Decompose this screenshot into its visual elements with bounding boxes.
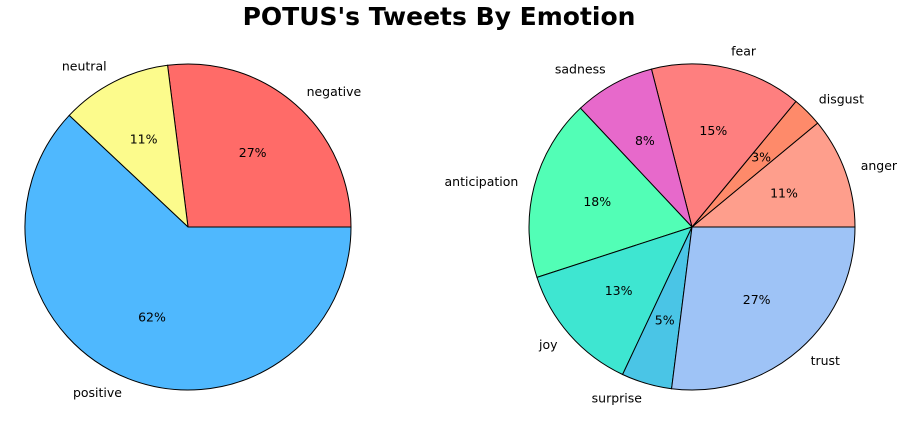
percent-label-neutral: 11% xyxy=(130,131,158,146)
percent-label-sadness: 8% xyxy=(635,133,655,148)
pie-slice-negative xyxy=(167,63,352,228)
slice-label-positive: positive xyxy=(73,385,122,400)
percent-label-positive: 62% xyxy=(138,309,166,324)
sentiment-pie: negative 27% neutral 11% positive 62% xyxy=(24,59,362,400)
pie-slice-neutral xyxy=(68,64,189,229)
pie-slice-positive xyxy=(24,114,352,391)
slice-label-fear: fear xyxy=(731,44,757,59)
slice-label-negative: negative xyxy=(307,84,362,99)
percent-label-trust: 27% xyxy=(743,292,771,307)
pie-slice-fear xyxy=(650,63,797,229)
pie-slice-anticipation xyxy=(528,107,693,279)
emotion-pie: anger 11% disgust 3% fear 15% sadness 8% anticip… xyxy=(444,44,897,406)
percent-label-negative: 27% xyxy=(239,145,267,160)
chart-title: POTUS's Tweets By Emotion xyxy=(242,2,636,31)
percent-label-surprise: 5% xyxy=(655,312,675,327)
slice-label-sadness: sadness xyxy=(555,61,606,76)
slice-label-anticipation: anticipation xyxy=(444,174,518,189)
percent-label-fear: 15% xyxy=(699,123,727,138)
slice-label-disgust: disgust xyxy=(819,92,864,107)
slice-label-anger: anger xyxy=(861,158,898,173)
slice-label-trust: trust xyxy=(811,353,840,368)
pie-slice-joy xyxy=(536,226,693,376)
percent-label-anticipation: 18% xyxy=(583,194,611,209)
pie-slice-anger xyxy=(690,122,856,228)
pie-slice-trust xyxy=(671,226,856,391)
percent-label-anger: 11% xyxy=(770,185,798,200)
slice-label-neutral: neutral xyxy=(62,59,107,74)
slice-label-surprise: surprise xyxy=(592,391,643,406)
percent-label-disgust: 3% xyxy=(751,149,771,164)
percent-label-joy: 13% xyxy=(605,283,633,298)
slice-label-joy: joy xyxy=(538,337,558,352)
